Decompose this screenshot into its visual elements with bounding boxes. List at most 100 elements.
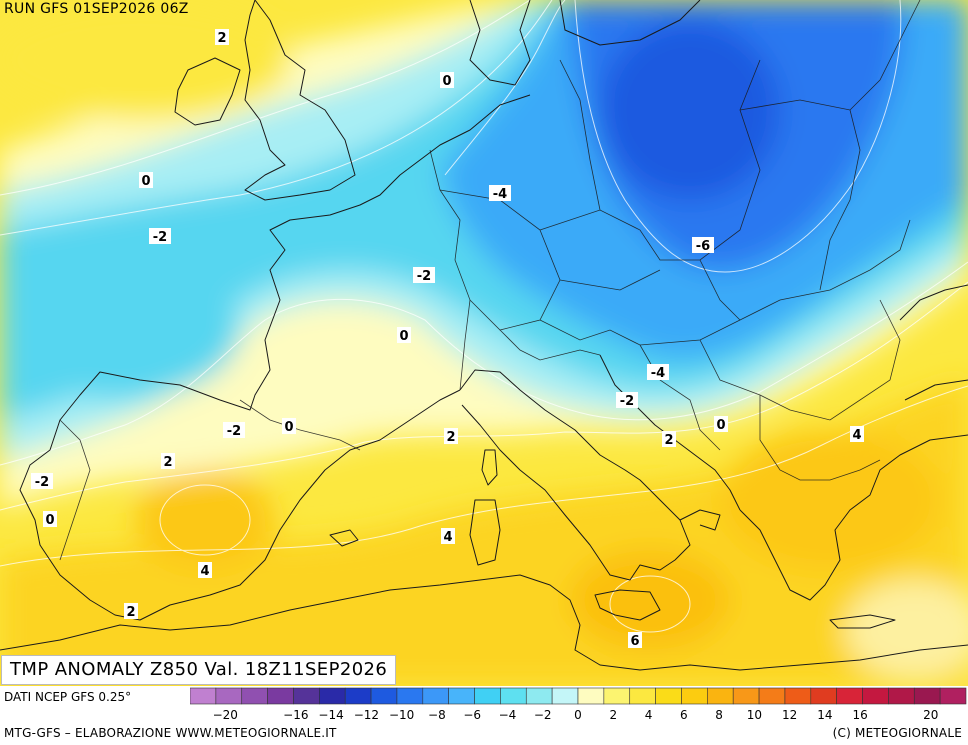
colorbar-swatch [422,687,449,705]
colorbar-tick-label: −14 [318,708,343,722]
contour-label-box [124,603,138,619]
contour-label: -2 [620,394,634,409]
contour-label-box [139,172,153,188]
run-info-label: RUN GFS 01SEP2026 06Z [4,1,189,17]
contour-label: 4 [443,530,452,545]
contour-label-box [489,185,511,201]
contour-label-box [215,29,229,45]
colorbar-swatch [551,687,579,705]
contour-label-box [198,562,212,578]
anomaly-zone-minus8 [600,20,780,200]
colorbar-tick-label: 8 [715,708,723,722]
colorbar-tick-label: 6 [680,708,688,722]
colorbar-tick-label: −6 [463,708,481,722]
contour-label: -2 [35,475,49,490]
map-title: TMP ANOMALY Z850 Val. 18Z11SEP2026 [1,655,397,685]
colorbar-swatch [681,687,708,705]
colorbar-swatch [732,687,760,705]
isolines [0,0,968,633]
contour-label-box [616,392,638,408]
colorbar-swatch [319,687,346,705]
contour-label: 0 [45,513,54,528]
colorbar-legend: −20 −16 −14 −12 −10 −8 −6 −4 −2 0 2 4 6 8 10 12 14 16 20 [190,687,967,722]
colorbar-swatch [655,687,682,705]
colorbar-swatch [577,687,605,705]
colorbar-tick-label: −4 [499,708,517,722]
colorbar-tick-label: 16 [853,708,868,722]
anomaly-zone-iberia-warm [135,470,275,570]
temperature-anomaly-map: 2 0 0 -4 -6 -2 -2 0 -4 -2 -2 0 2 2 0 4 2 -2 0 4 4 2 6 [0,0,968,686]
contour-label: -2 [417,269,431,284]
colorbar-swatch [888,687,915,705]
colorbar-swatch [396,687,424,705]
colorbar-tick-label: −2 [534,708,552,722]
colorbar-swatch [190,687,217,705]
contour-label: 0 [399,329,408,344]
contour-label: 2 [446,430,455,445]
colorbar-swatch [525,687,553,705]
colorbar-tick-label: 2 [609,708,617,722]
contour-label: 4 [200,564,209,579]
contour-label-box [161,453,175,469]
contour-label-box [31,473,53,489]
contour-label-box [647,364,669,380]
colorbar-tick-label: 0 [574,708,582,722]
colorbar-tick-label: 12 [782,708,797,722]
contour-label-box [282,418,296,434]
colorbar-tick-label: 10 [747,708,762,722]
colorbar-swatch [758,687,786,705]
contour-label-box [692,237,714,253]
colorbar-swatch [215,687,243,705]
colorbar-swatch [267,687,294,705]
colorbar-swatch [370,687,398,705]
colorbar-swatch [629,687,656,705]
contour-label: 4 [852,428,861,443]
contour-label: 2 [664,433,673,448]
contour-label-box [714,416,728,432]
contour-label: 0 [716,418,725,433]
colorbar-swatch [939,687,967,705]
credit-elaboration: MTG-GFS – ELABORAZIONE WWW.METEOGIORNALE… [4,726,337,740]
contour-labels: 2 0 0 -4 -6 -2 -2 0 -4 -2 -2 0 2 2 0 4 2 -2 0 4 4 2 6 [31,29,864,649]
contour-label-box [397,327,411,343]
colorbar-swatch [810,687,837,705]
contour-label: 0 [284,420,293,435]
colorbar-swatch [241,687,268,705]
coastlines [0,0,968,671]
colorbar-swatch [784,687,812,705]
contour-label: 2 [126,605,135,620]
colorbar-tick-label: −16 [283,708,308,722]
contour-label-box [662,431,676,447]
anomaly-zone-sicily-warm [570,550,730,650]
colorbar-tick-label: 14 [817,708,832,722]
contour-label: -2 [227,424,241,439]
colorbar-swatch [500,687,527,705]
data-source-label: DATI NCEP GFS 0.25° [4,690,132,704]
colorbar-swatch [836,687,863,705]
colorbar-swatch [862,687,889,705]
colorbar-tick-label: −20 [213,708,238,722]
colorbar-swatch [344,687,372,705]
colorbar-tick-label: −8 [428,708,446,722]
colorbar-swatch [603,687,631,705]
contour-label-box [149,228,171,244]
contour-label-box [440,72,454,88]
colorbar-tick-label: 20 [923,708,938,722]
contour-label: 2 [217,31,226,46]
contour-label-box [43,511,57,527]
colorbar-swatch [474,687,501,705]
contour-label: 2 [163,455,172,470]
colorbar-swatch [913,687,941,705]
contour-label-box [444,428,458,444]
colorbar-tick-label: −10 [389,708,414,722]
colorbar-swatch [293,687,320,705]
contour-label: -6 [696,239,710,254]
colorbar-swatch [707,687,734,705]
contour-label-box [413,267,435,283]
contour-label-box [850,426,864,442]
contour-label: 0 [141,174,150,189]
contour-label: 6 [630,634,639,649]
colorbar-tick-label: −12 [354,708,379,722]
borders [59,0,921,561]
